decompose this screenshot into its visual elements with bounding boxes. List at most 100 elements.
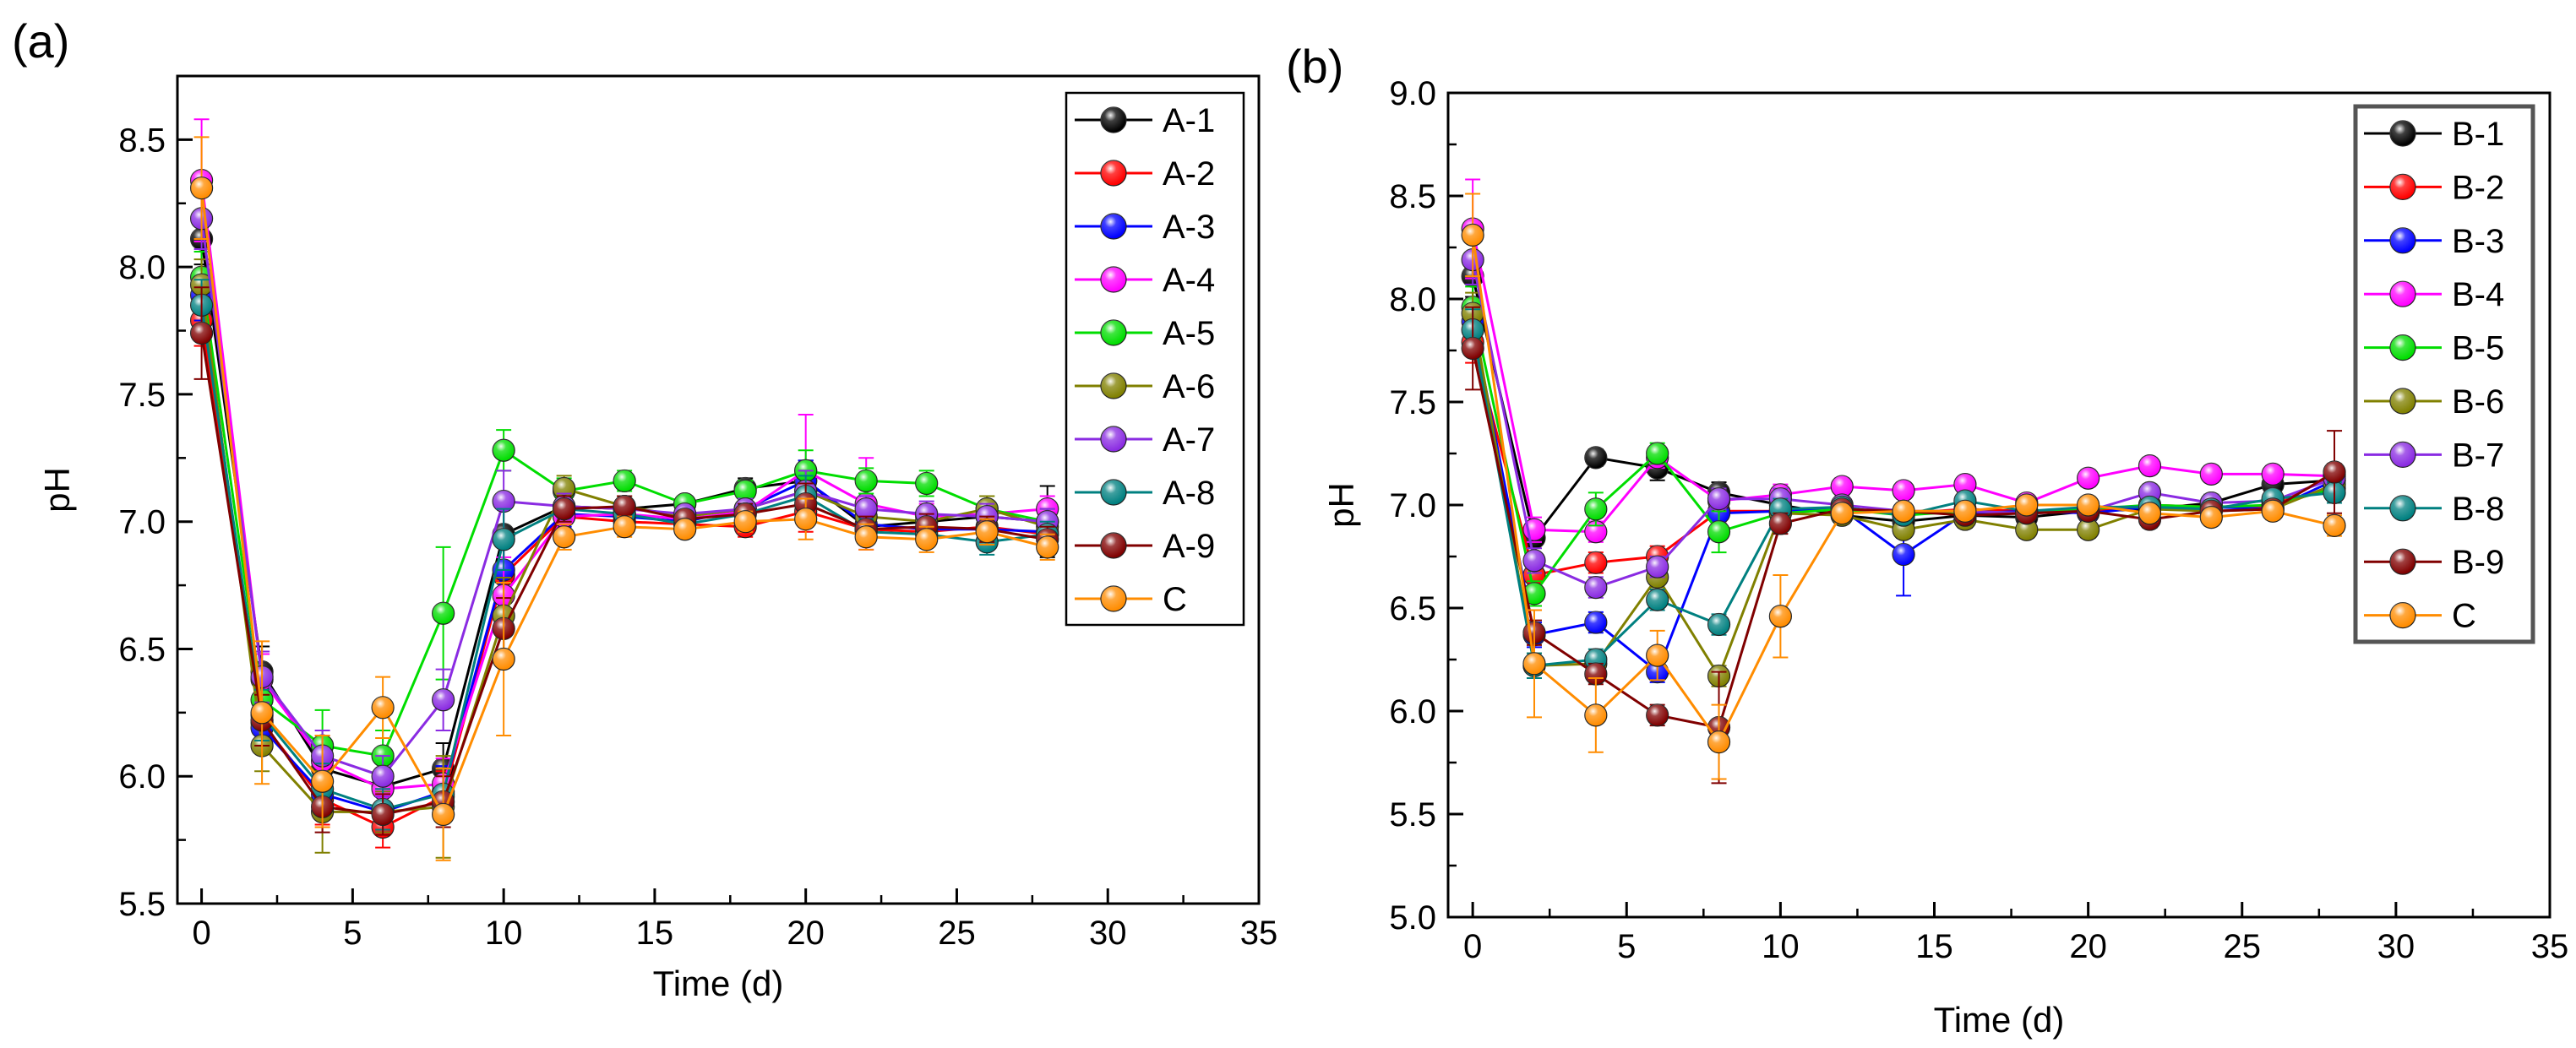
data-point-highlight — [2323, 460, 2346, 483]
data-point-highlight — [976, 520, 999, 543]
data-point-highlight — [1893, 479, 1915, 502]
legend-item-B-7: B-7 — [2364, 437, 2504, 474]
legend-item-B-8: B-8 — [2364, 491, 2504, 528]
legend-label: A-7 — [1163, 421, 1215, 459]
legend-marker-highlight — [2390, 388, 2415, 414]
data-point-highlight — [432, 602, 455, 625]
data-point-highlight — [1707, 613, 1730, 636]
data-point-highlight — [794, 508, 817, 530]
legend-label: A-2 — [1163, 155, 1215, 193]
y-tick-label: 8.0 — [1389, 281, 1436, 318]
data-point-highlight — [2077, 467, 2099, 490]
x-tick-label: 30 — [1089, 915, 1127, 952]
legend-item-B-1: B-1 — [2364, 116, 2504, 153]
y-tick-label: 5.5 — [118, 886, 166, 923]
legend-item-B-2: B-2 — [2364, 169, 2504, 206]
data-point-highlight — [1707, 520, 1730, 543]
legend-label: C — [1163, 581, 1187, 618]
legend-label: B-1 — [2452, 116, 2504, 153]
data-point-highlight — [734, 480, 757, 502]
data-point-highlight — [855, 525, 878, 548]
legend-marker-highlight — [2390, 495, 2415, 521]
data-point-highlight — [2200, 506, 2223, 529]
panel-b-legend-box — [2353, 104, 2535, 644]
y-tick-label: 8.5 — [118, 122, 166, 159]
data-point-highlight — [855, 497, 878, 520]
data-point-highlight — [493, 528, 515, 551]
legend-label: B-3 — [2452, 223, 2504, 260]
data-point-highlight — [2077, 494, 2099, 516]
data-point-highlight — [915, 528, 938, 551]
x-tick-label: 5 — [343, 915, 362, 952]
legend-item-A-5: A-5 — [1075, 315, 1215, 352]
data-point-highlight — [2138, 454, 2161, 477]
panel-a-label: (a) — [12, 14, 69, 68]
data-point-highlight — [1584, 497, 1607, 520]
data-point-highlight — [311, 770, 334, 793]
panel-a-xlabel: Time (d) — [653, 964, 784, 1003]
data-point-highlight — [1646, 644, 1669, 667]
legend-label: A-4 — [1163, 262, 1215, 299]
legend-label: B-2 — [2452, 169, 2504, 206]
panel-a-ylabel: pH — [37, 467, 77, 513]
data-point-highlight — [553, 497, 575, 520]
x-tick-label: 5 — [1617, 928, 1636, 965]
series-B-4 — [1461, 178, 2346, 544]
series-line — [200, 305, 1048, 811]
data-point-highlight — [2015, 494, 2038, 516]
data-point-highlight — [432, 688, 455, 711]
data-point-highlight — [1462, 337, 1484, 360]
series-line — [200, 295, 1048, 813]
y-tick-label: 6.0 — [118, 758, 166, 796]
legend-marker-highlight — [1101, 426, 1126, 452]
legend-label: A-6 — [1163, 368, 1215, 405]
x-tick-label: 0 — [1463, 928, 1482, 965]
data-point-highlight — [734, 510, 757, 533]
data-point-highlight — [1646, 589, 1669, 611]
y-tick-label: 9.0 — [1389, 75, 1436, 112]
panel-b-label: (b) — [1286, 40, 1343, 93]
data-point-highlight — [1522, 549, 1545, 572]
legend-marker-highlight — [1101, 107, 1126, 133]
y-tick-label: 6.0 — [1389, 693, 1436, 730]
legend-label: A-1 — [1163, 102, 1215, 139]
data-point-highlight — [2138, 502, 2161, 524]
data-point-highlight — [2323, 514, 2346, 537]
series-C — [1461, 193, 2346, 780]
legend-label: B-4 — [2452, 276, 2504, 313]
data-point-highlight — [493, 648, 515, 671]
legend-item-C: C — [1075, 581, 1187, 618]
data-point-highlight — [2077, 519, 2099, 541]
x-tick-label: 15 — [636, 915, 674, 952]
y-tick-label: 5.5 — [1389, 796, 1436, 834]
legend-item-A-6: A-6 — [1075, 368, 1215, 405]
legend-marker-highlight — [2390, 602, 2415, 628]
data-point-highlight — [855, 470, 878, 492]
data-point-highlight — [372, 765, 395, 788]
x-tick-label: 15 — [1915, 928, 1953, 965]
y-tick-label: 7.0 — [118, 504, 166, 541]
legend-label: C — [2452, 598, 2476, 635]
legend-marker-highlight — [1101, 586, 1126, 611]
x-tick-label: 25 — [2224, 928, 2262, 965]
panel-a-legend: A-1 A-2 A-3 A-4 A-5 A-6 A-7 A-8 A-9 C — [1065, 91, 1245, 627]
panel-a-frame — [176, 74, 1261, 905]
data-point-highlight — [1522, 652, 1545, 675]
data-point-highlight — [1036, 535, 1059, 558]
series-A-4 — [190, 118, 1059, 811]
data-point-highlight — [372, 696, 395, 719]
legend-marker-highlight — [2390, 442, 2415, 468]
x-tick-label: 10 — [1762, 928, 1800, 965]
data-point-highlight — [1769, 605, 1792, 627]
data-point-highlight — [1462, 224, 1484, 247]
legend-marker-highlight — [2390, 121, 2415, 146]
x-tick-label: 35 — [2531, 928, 2569, 965]
data-point-highlight — [613, 515, 636, 538]
legend-label: A-8 — [1163, 475, 1215, 512]
y-tick-label: 8.5 — [1389, 178, 1436, 215]
y-tick-label: 6.5 — [1389, 590, 1436, 627]
panel-a-series — [190, 118, 1059, 861]
legend-marker-highlight — [2390, 281, 2415, 307]
legend-item-A-3: A-3 — [1075, 209, 1215, 246]
